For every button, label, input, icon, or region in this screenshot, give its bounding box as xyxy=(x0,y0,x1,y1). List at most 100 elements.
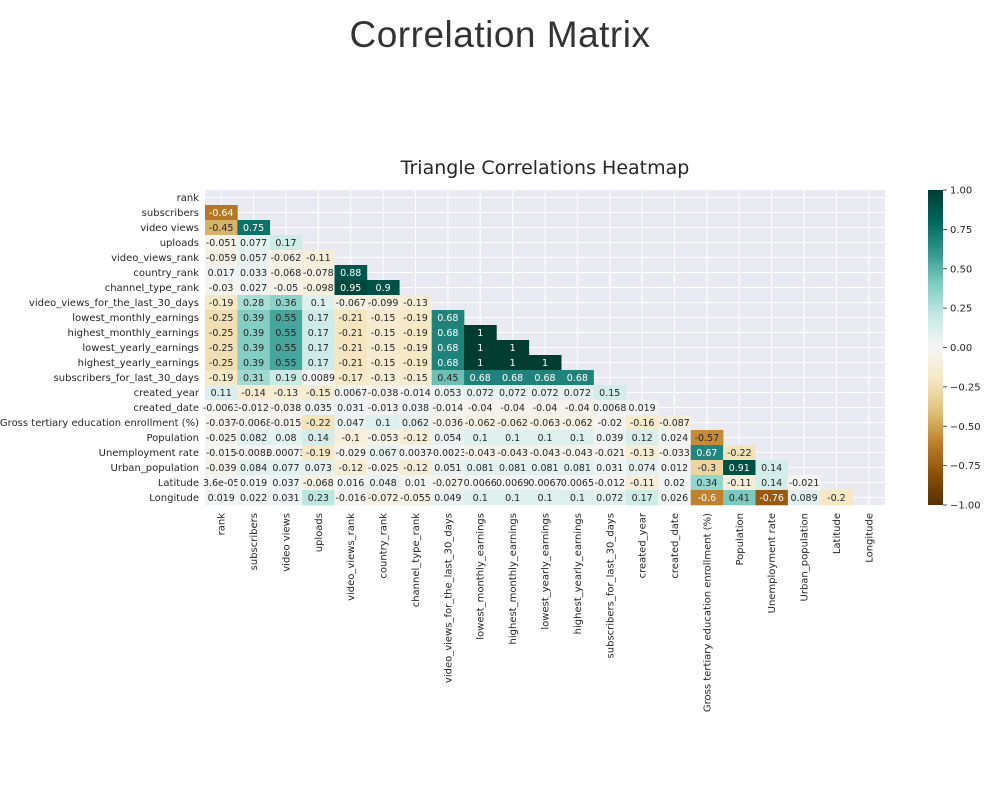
y-tick-label: Latitude xyxy=(158,478,199,489)
heatmap-cell xyxy=(755,490,789,506)
cell-value-label: 0.0067 xyxy=(334,388,367,399)
cell-value-label: -0.15 xyxy=(371,358,396,369)
cell-value-label: 0.072 xyxy=(564,388,591,399)
cell-value-label: 0.0069 xyxy=(496,478,529,489)
cell-value-label: 0.1 xyxy=(537,433,552,444)
heatmap-cell xyxy=(496,415,530,431)
cell-value-label: 0.17 xyxy=(308,343,329,354)
heatmap-cell xyxy=(399,490,432,506)
heatmap-cell xyxy=(237,370,271,386)
cell-value-label: -0.05 xyxy=(274,283,299,294)
heatmap-cell xyxy=(269,370,303,386)
cell-value-label: 0.15 xyxy=(599,388,620,399)
heatmap-cell xyxy=(205,415,238,431)
cell-value-label: -0.1 xyxy=(341,433,360,444)
heatmap-cell xyxy=(334,460,368,476)
heatmap-cell xyxy=(625,430,659,446)
heatmap-cell xyxy=(205,235,238,251)
cell-value-label: 0.68 xyxy=(534,373,555,384)
heatmap-cell xyxy=(528,370,562,386)
x-axis-labels: rank subscribers video views uploads video_v… xyxy=(217,512,876,712)
cell-value-label: -0.25 xyxy=(209,343,234,354)
cell-value-label: 0.67 xyxy=(696,448,717,459)
cell-value-label: -0.13 xyxy=(630,448,655,459)
heatmap-cell xyxy=(334,325,368,341)
heatmap-cell xyxy=(820,490,853,506)
cell-value-label: -0.037 xyxy=(206,418,237,429)
heatmap-cell xyxy=(464,340,497,356)
heatmap-cell xyxy=(205,295,238,311)
cell-value-label: -0.11 xyxy=(306,253,331,264)
y-tick-label: created_year xyxy=(134,388,200,399)
cell-value-label: 0.39 xyxy=(243,343,264,354)
heatmap-cell xyxy=(496,460,530,476)
cell-value-label: 0.072 xyxy=(467,388,494,399)
heatmap-cell xyxy=(561,415,594,431)
heatmap-cell xyxy=(269,340,303,356)
heatmap-cell xyxy=(237,325,271,341)
heatmap-cell xyxy=(334,340,368,356)
heatmap-cell xyxy=(269,250,303,266)
heatmap-cell xyxy=(528,385,562,401)
heatmap-cell xyxy=(593,460,627,476)
cell-value-label: 0.17 xyxy=(308,313,329,324)
y-tick-label: Gross tertiary education enrollment (%) xyxy=(0,418,199,429)
cell-value-label: 0.073 xyxy=(305,463,332,474)
heatmap-cell xyxy=(269,310,303,326)
heatmap-cell xyxy=(334,355,368,371)
cell-value-label: -0.04 xyxy=(500,403,525,414)
cell-value-label: 0.1 xyxy=(473,433,488,444)
heatmap-cell xyxy=(690,430,724,446)
cell-value-label: 0.75 xyxy=(243,223,264,234)
cell-value-label: 0.14 xyxy=(308,433,329,444)
cell-value-label: 1 xyxy=(510,343,516,354)
cell-value-label: 0.19 xyxy=(275,373,296,384)
heatmap-cell xyxy=(302,280,335,296)
cell-value-label: 0.027 xyxy=(240,283,267,294)
heatmap-cell xyxy=(399,400,432,416)
cell-value-label: -0.04 xyxy=(468,403,493,414)
heatmap-cell xyxy=(431,385,465,401)
cell-value-label: 0.017 xyxy=(208,268,235,279)
heatmap-cell xyxy=(723,460,756,476)
cell-value-label: 0.88 xyxy=(340,268,361,279)
heatmap-cell xyxy=(625,460,659,476)
cell-value-label: -0.22 xyxy=(727,448,752,459)
heatmap-cell xyxy=(269,355,303,371)
heatmap-cell xyxy=(366,370,400,386)
heatmap-cell xyxy=(690,460,724,476)
cell-value-label: 0.082 xyxy=(240,433,267,444)
heatmap-cell xyxy=(237,400,271,416)
cell-value-label: -0.038 xyxy=(271,403,302,414)
cell-value-label: 0.019 xyxy=(240,478,267,489)
x-tick-label: created_year xyxy=(638,512,649,578)
cell-value-label: 0.077 xyxy=(272,463,299,474)
y-tick-label: Population xyxy=(146,433,199,444)
heatmap-cell xyxy=(334,265,368,281)
cell-value-label: 0.072 xyxy=(596,493,623,504)
cell-value-label: -0.11 xyxy=(727,478,752,489)
heatmap-cell xyxy=(431,460,465,476)
heatmap-cell xyxy=(723,490,756,506)
cell-value-label: 0.033 xyxy=(240,268,267,279)
heatmap-cell xyxy=(755,460,789,476)
heatmap-cell xyxy=(334,475,368,491)
cell-value-label: 1 xyxy=(542,358,548,369)
heatmap-cell xyxy=(561,460,594,476)
x-tick-label: video_views_rank xyxy=(346,513,357,601)
cell-value-label: -0.059 xyxy=(206,253,237,264)
heatmap-cell xyxy=(464,475,497,491)
heatmap-cell xyxy=(593,490,627,506)
colorbar xyxy=(928,190,943,505)
heatmap-cell xyxy=(302,445,335,461)
heatmap-cell xyxy=(464,445,497,461)
heatmap-cell xyxy=(366,475,400,491)
heatmap-cell xyxy=(205,445,238,461)
cell-value-label: -0.0083 xyxy=(235,448,272,459)
cell-value-label: 0.081 xyxy=(531,463,558,474)
cell-value-label: 0.0089 xyxy=(302,373,335,384)
cell-value-label: -0.014 xyxy=(400,388,431,399)
y-tick-label: video_views_rank xyxy=(111,253,199,264)
heatmap-cell xyxy=(366,445,400,461)
heatmap-cell xyxy=(334,430,368,446)
